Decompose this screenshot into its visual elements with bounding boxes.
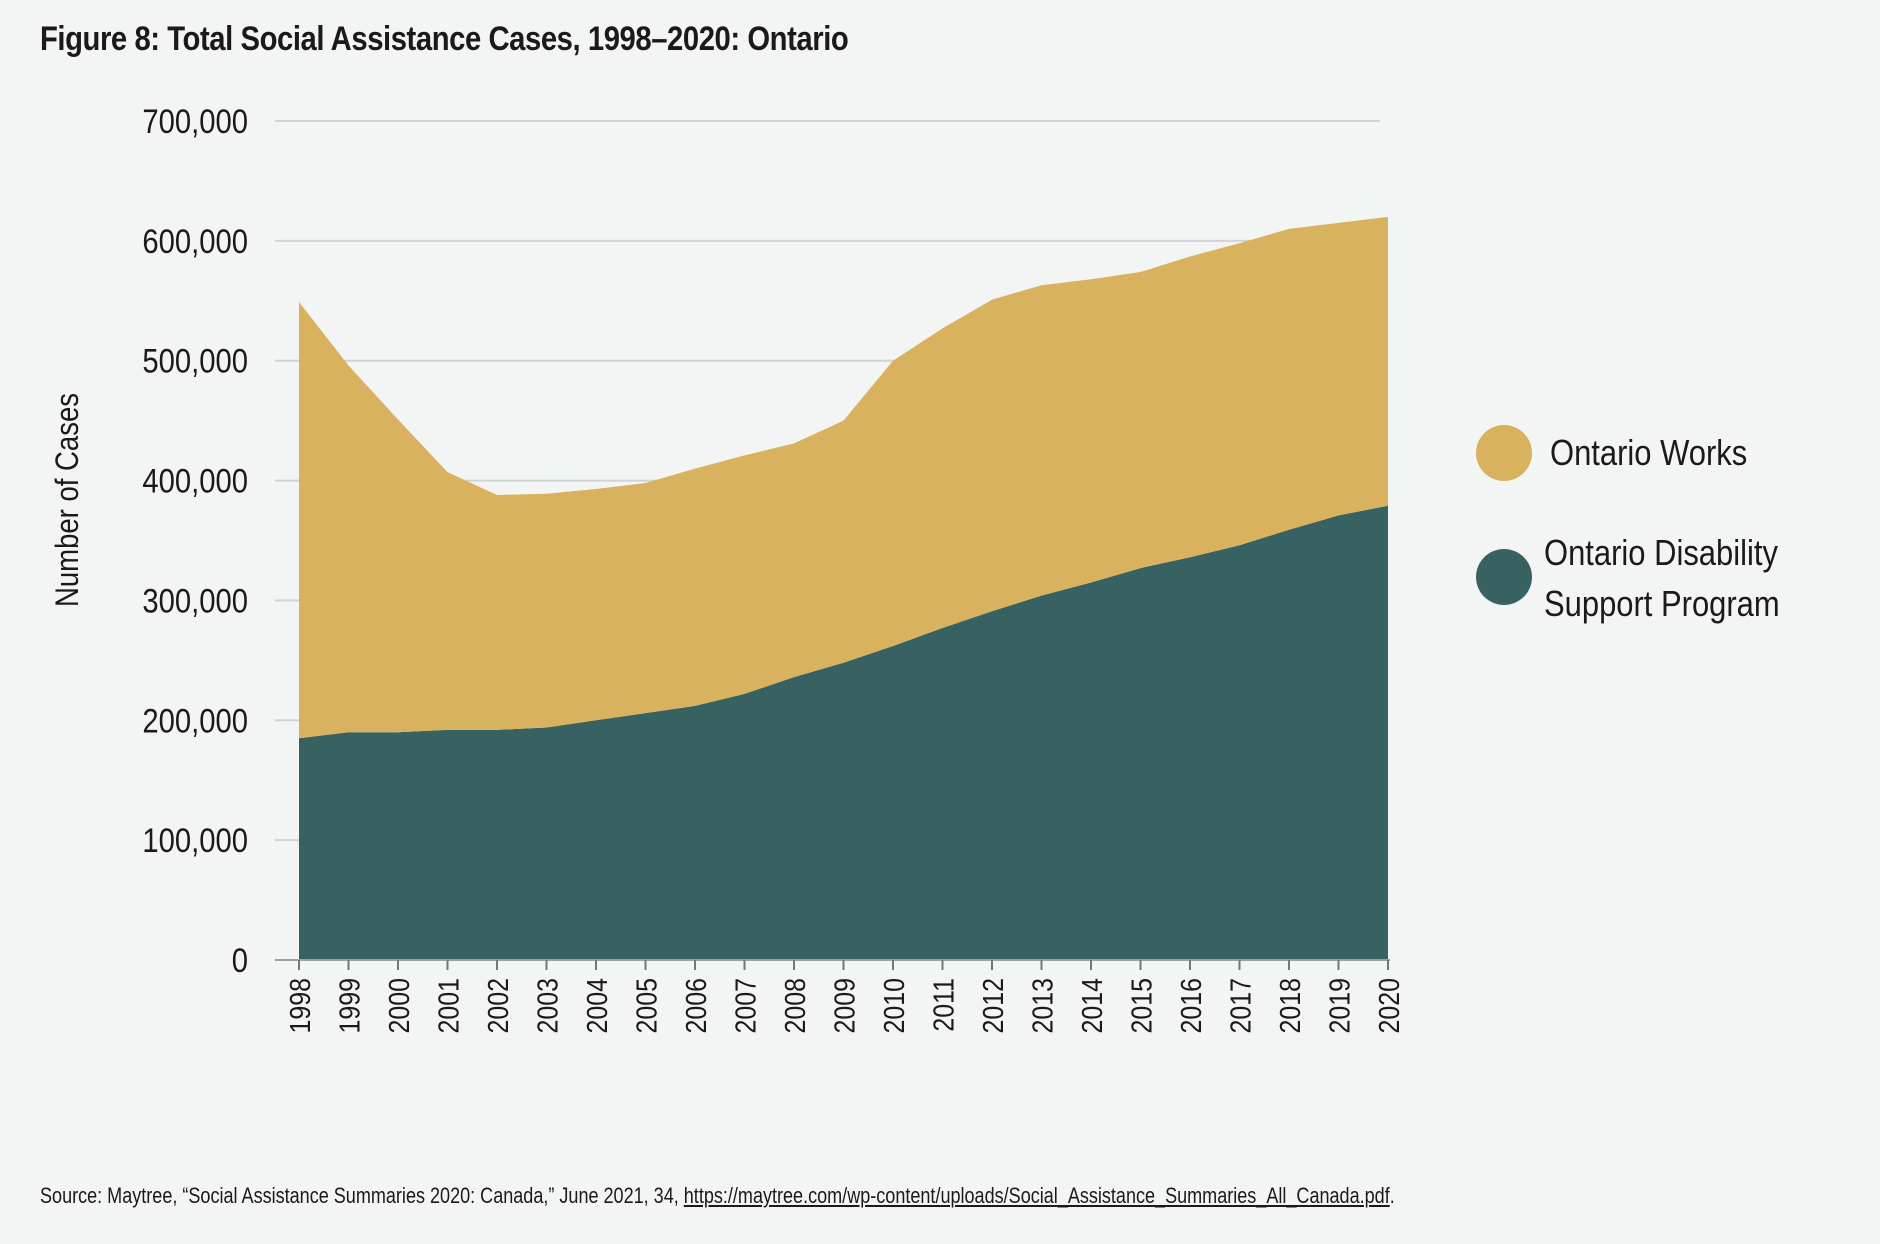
x-tick-label: 2009 — [829, 978, 861, 1033]
x-tick-label: 2002 — [482, 978, 514, 1033]
x-tick-label: 2013 — [1027, 978, 1059, 1033]
x-tick-label: 2005 — [631, 978, 663, 1033]
y-tick-label: 700,000 — [142, 102, 248, 141]
y-tick-label: 100,000 — [142, 821, 248, 860]
x-tick-label: 2001 — [433, 978, 465, 1033]
x-tick-label: 2012 — [977, 978, 1009, 1033]
legend-swatch — [1476, 425, 1532, 481]
x-tick-label: 2020 — [1373, 978, 1405, 1033]
x-tick-label: 2016 — [1175, 978, 1207, 1033]
source-link[interactable]: https://maytree.com/wp-content/uploads/S… — [683, 1183, 1390, 1208]
x-tick-label: 2008 — [779, 978, 811, 1033]
x-tick-label: 2015 — [1126, 978, 1158, 1033]
area-chart: 1998 1999 2000 2001 2002 2003 2004 2005 2006 2007… — [50, 102, 1780, 1034]
area-ontario-disability-support-program — [299, 505, 1388, 960]
y-tick-label: 600,000 — [142, 222, 248, 261]
legend-item: Ontario Works — [1476, 425, 1747, 481]
x-tick-label: 2017 — [1225, 978, 1257, 1033]
data-areas — [299, 216, 1388, 960]
x-axis: 1998 1999 2000 2001 2002 2003 2004 2005 2006 2007… — [275, 959, 1405, 1033]
y-tick-label: 200,000 — [142, 701, 248, 740]
x-tick-label: 2000 — [383, 978, 415, 1033]
legend: Ontario Works Ontario Disability Support P… — [1476, 425, 1780, 625]
source-note: Source: Maytree, “Social Assistance Summ… — [40, 1183, 1395, 1209]
x-tick-label: 2010 — [878, 978, 910, 1033]
legend-label: Support Program — [1544, 585, 1780, 625]
x-tick-label: 2018 — [1274, 978, 1306, 1033]
x-tick-label: 2003 — [532, 978, 564, 1033]
y-axis-label: Number of Cases — [50, 393, 85, 607]
x-tick-label: 1999 — [334, 978, 366, 1033]
source-end: . — [1389, 1183, 1395, 1208]
y-tick-label: 300,000 — [142, 581, 248, 620]
x-tick-label: 2014 — [1076, 978, 1108, 1033]
chart-title: Figure 8: Total Social Assistance Cases,… — [40, 20, 849, 58]
y-tick-label: 0 — [232, 941, 248, 980]
x-tick-label: 2011 — [928, 978, 960, 1032]
legend-label: Ontario Disability — [1544, 534, 1778, 574]
legend-label: Ontario Works — [1550, 434, 1747, 474]
y-tick-label: 500,000 — [142, 342, 248, 381]
source-text: Source: Maytree, “Social Assistance Summ… — [40, 1183, 684, 1208]
y-tick-label: 400,000 — [142, 461, 248, 500]
x-tick-label: 2007 — [730, 978, 762, 1033]
x-tick-label: 1998 — [284, 978, 316, 1033]
x-tick-label: 2019 — [1324, 978, 1356, 1033]
y-axis: 0 100,000 200,000 300,000 400,000 500,000 600,… — [142, 102, 248, 980]
area-ontario-works — [299, 216, 1388, 739]
legend-item: Ontario Disability Support Program — [1476, 534, 1780, 625]
x-tick-label: 2006 — [680, 978, 712, 1033]
x-tick-label: 2004 — [581, 978, 613, 1033]
legend-swatch — [1476, 549, 1532, 605]
